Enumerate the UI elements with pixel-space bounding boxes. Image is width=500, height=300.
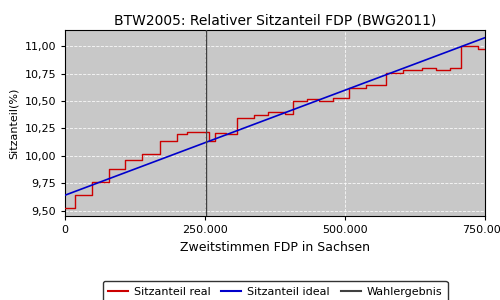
X-axis label: Zweitstimmen FDP in Sachsen: Zweitstimmen FDP in Sachsen [180, 241, 370, 254]
Y-axis label: Sitzanteil(%): Sitzanteil(%) [9, 87, 19, 159]
Legend: Sitzanteil real, Sitzanteil ideal, Wahlergebnis: Sitzanteil real, Sitzanteil ideal, Wahle… [102, 281, 448, 300]
Title: BTW2005: Relativer Sitzanteil FDP (BWG2011): BTW2005: Relativer Sitzanteil FDP (BWG20… [114, 14, 436, 27]
